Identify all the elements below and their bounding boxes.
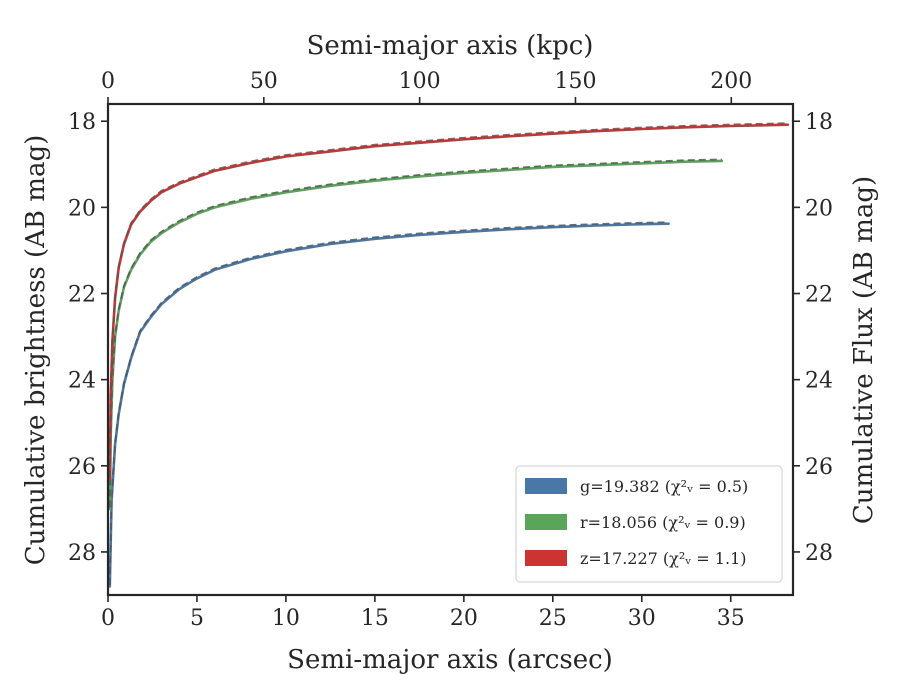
series-line-r (108, 159, 724, 511)
y2-tick-label: 22 (805, 283, 833, 308)
x2-tick-label: 200 (710, 69, 752, 94)
y-axis-left: 18 20 22 24 26 28 (68, 110, 108, 566)
plot-frame (106, 102, 795, 597)
y-tick-label: 20 (68, 196, 96, 221)
y2-tick-label: 20 (805, 196, 833, 221)
legend-swatch-r (525, 514, 567, 530)
x-tick-label: 35 (717, 606, 745, 631)
x-axis-bottom: 0 5 10 15 20 25 30 35 (101, 595, 745, 631)
y2-tick-label: 18 (805, 110, 833, 135)
y-tick-label: 22 (68, 283, 96, 308)
x-tick-label: 10 (272, 606, 300, 631)
legend-swatch-z (525, 550, 567, 566)
y-axis-right: 18 20 22 24 26 28 (793, 110, 833, 566)
x-tick-label: 15 (361, 606, 389, 631)
legend-box (515, 465, 783, 583)
x2-tick-label: 0 (101, 69, 115, 94)
model-line-g (108, 221, 669, 585)
x-tick-label: 5 (190, 606, 204, 631)
legend-label-r: r=18.056 (χ²ᵥ = 0.9) (580, 513, 746, 532)
plot-marks (108, 122, 790, 588)
y2-tick-label: 28 (805, 541, 833, 566)
legend-label-z: z=17.227 (χ²ᵥ = 1.1) (580, 549, 746, 568)
x-tick-label: 0 (101, 606, 115, 631)
x-tick-label: 25 (539, 606, 567, 631)
model-line-r (108, 158, 722, 508)
y-tick-label: 26 (68, 455, 96, 480)
x2-tick-label: 150 (554, 69, 596, 94)
y2-tick-label: 24 (805, 369, 833, 394)
y-axis-label: Cumulative brightness (AB mag) (21, 135, 51, 566)
model-line-z (108, 122, 788, 478)
y-tick-label: 18 (68, 110, 96, 135)
y2-tick-label: 26 (805, 455, 833, 480)
y2-axis-label: Cumulative Flux (AB mag) (849, 176, 879, 524)
x-tick-label: 20 (450, 606, 478, 631)
x-tick-label: 30 (628, 606, 656, 631)
legend: g=19.382 (χ²ᵥ = 0.5) r=18.056 (χ²ᵥ = 0.9)… (515, 465, 783, 583)
x2-axis-label: Semi-major axis (kpc) (307, 31, 594, 61)
series-line-z (108, 123, 790, 481)
y-tick-label: 24 (68, 369, 96, 394)
legend-swatch-g (525, 478, 567, 494)
y-tick-label: 28 (68, 541, 96, 566)
x-axis-label: Semi-major axis (arcsec) (287, 645, 613, 675)
x-axis-top: 0 50 100 150 200 (101, 69, 752, 104)
legend-label-g: g=19.382 (χ²ᵥ = 0.5) (580, 477, 748, 496)
x2-tick-label: 50 (250, 69, 278, 94)
x2-tick-label: 100 (399, 69, 441, 94)
